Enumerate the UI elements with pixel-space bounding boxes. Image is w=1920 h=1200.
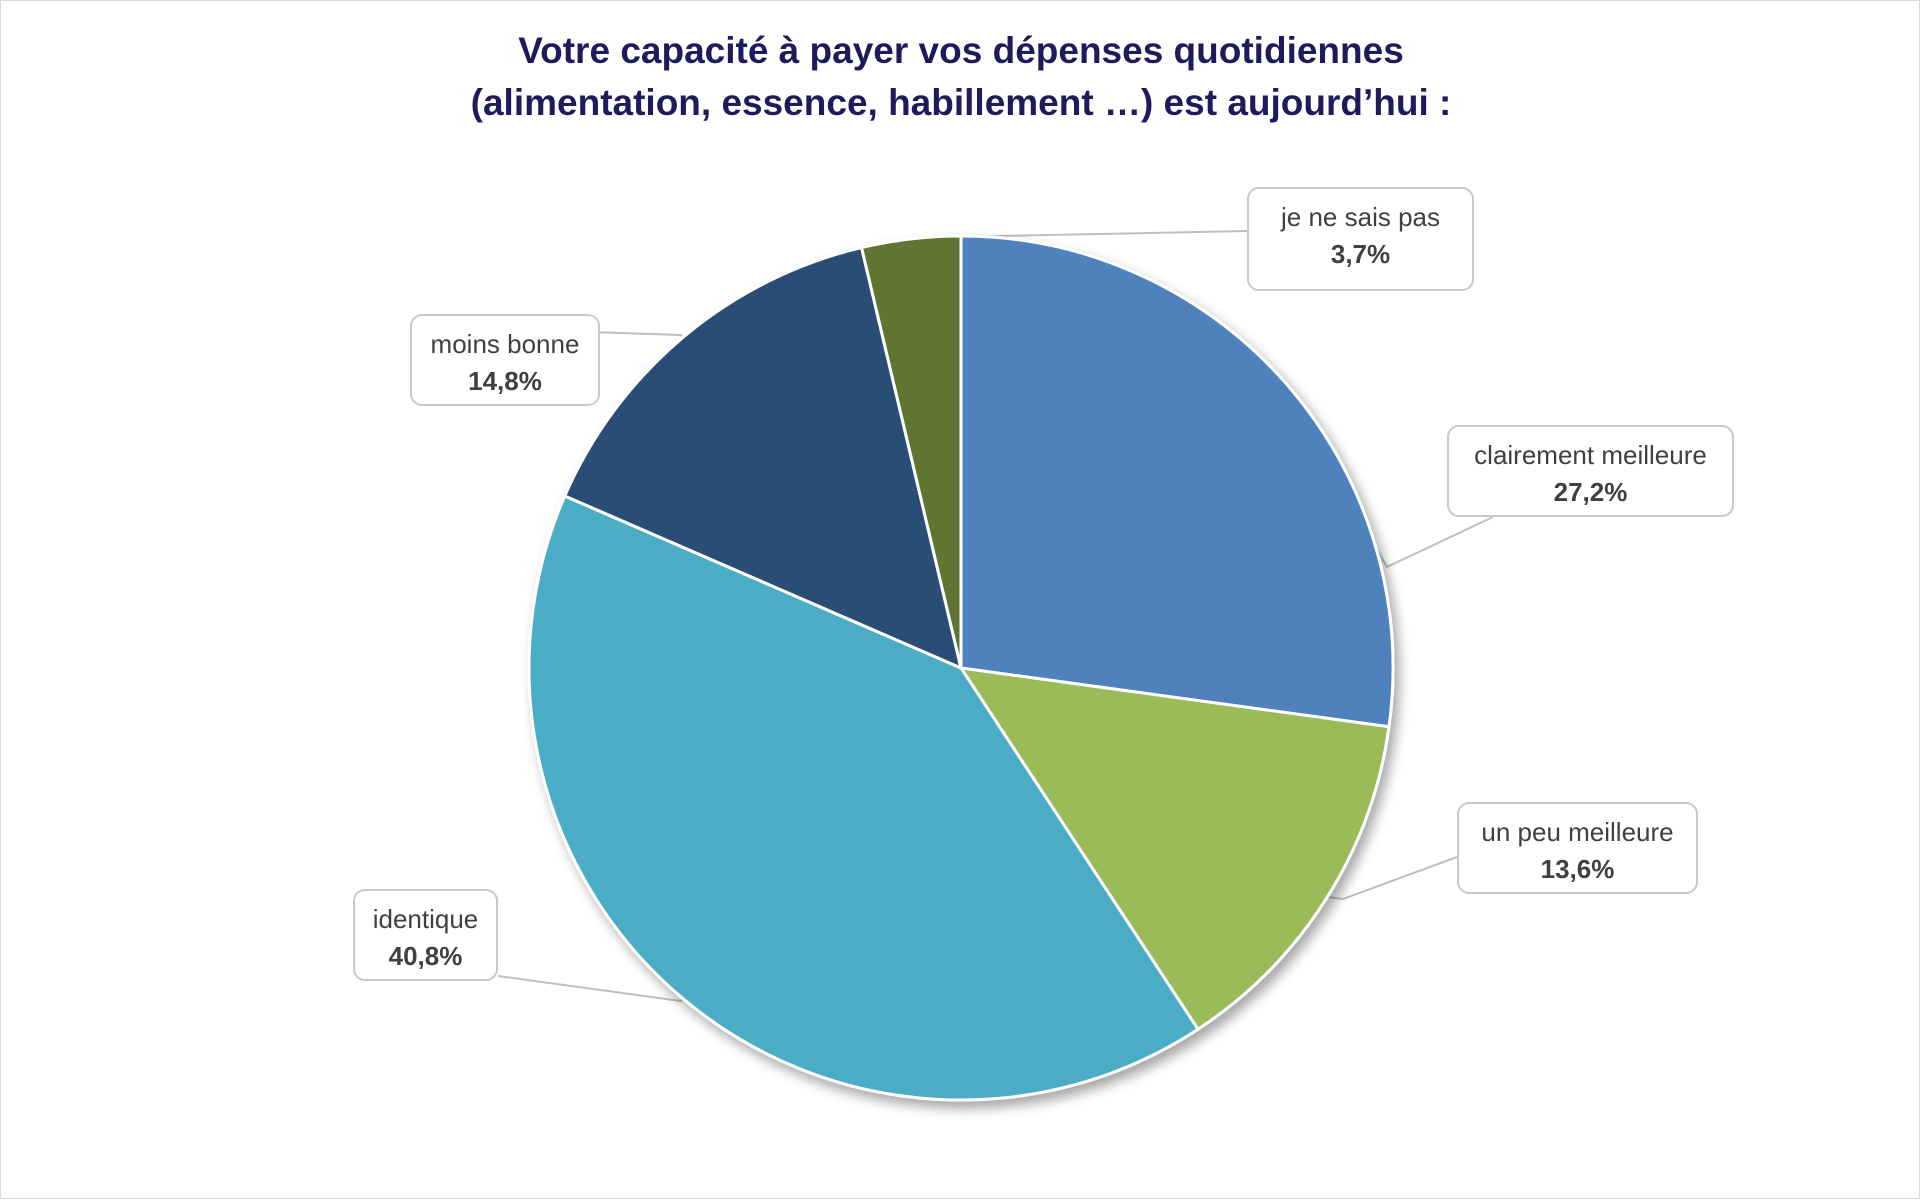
chart-title: Votre capacité à payer vos dépenses quot… xyxy=(1,25,1920,129)
slice-value: 27,2% xyxy=(1553,477,1628,507)
slice-label: clairement meilleure xyxy=(1474,440,1707,470)
chart-title-line-1: Votre capacité à payer vos dépenses quot… xyxy=(518,30,1404,71)
slice-value: 3,7% xyxy=(1330,239,1391,269)
slice-identique xyxy=(527,493,1201,1102)
slice-je-ne-sais-pas xyxy=(859,234,963,669)
callout-un-peu-meilleure: un peu meilleure 13,6% xyxy=(1457,802,1698,894)
chart-title-line-2: (alimentation, essence, habillement …) e… xyxy=(470,82,1452,123)
slice-clairement-meilleure xyxy=(959,234,1395,729)
pie-slices xyxy=(527,234,1395,1102)
slice-value: 13,6% xyxy=(1540,854,1615,884)
slice-moins-bonne xyxy=(562,245,964,671)
slice-label: moins bonne xyxy=(430,329,580,359)
slice-value: 14,8% xyxy=(468,366,542,396)
callout-je-ne-sais-pas: je ne sais pas 3,7% xyxy=(1247,187,1474,291)
slice-label: un peu meilleure xyxy=(1481,817,1674,847)
callout-identique: identique 40,8% xyxy=(353,889,498,981)
callout-clairement-meilleure: clairement meilleure 27,2% xyxy=(1447,425,1734,517)
leader-line-un-peu-meilleure xyxy=(1322,856,1458,901)
leader-line-identique xyxy=(497,975,687,1003)
slice-label: identique xyxy=(372,904,479,934)
slice-label: je ne sais pas xyxy=(1281,202,1440,232)
callout-moins-bonne: moins bonne 14,8% xyxy=(410,314,600,406)
slice-value: 40,8% xyxy=(388,941,463,971)
slice-un-peu-meilleure xyxy=(957,666,1391,1032)
